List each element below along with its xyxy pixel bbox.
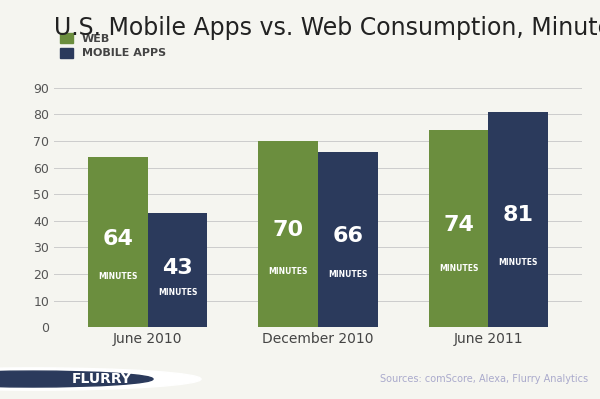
- Text: MINUTES: MINUTES: [499, 258, 538, 267]
- Text: U.S. Mobile Apps vs. Web Consumption, Minutes per Day: U.S. Mobile Apps vs. Web Consumption, Mi…: [54, 16, 600, 40]
- Bar: [88, 157, 148, 327]
- Text: 43: 43: [162, 258, 193, 278]
- Text: 81: 81: [503, 205, 533, 225]
- Bar: [488, 112, 548, 327]
- Text: MINUTES: MINUTES: [328, 270, 367, 279]
- Text: 66: 66: [332, 226, 364, 246]
- Bar: [148, 213, 207, 327]
- Text: MINUTES: MINUTES: [269, 267, 308, 276]
- Circle shape: [0, 368, 201, 390]
- Text: 64: 64: [103, 229, 133, 249]
- Text: MINUTES: MINUTES: [98, 272, 137, 280]
- Text: Sources: comScore, Alexa, Flurry Analytics: Sources: comScore, Alexa, Flurry Analyti…: [380, 374, 588, 384]
- Bar: [318, 152, 377, 327]
- Text: MINUTES: MINUTES: [439, 264, 478, 273]
- Text: FLURRY: FLURRY: [72, 372, 132, 386]
- Circle shape: [0, 371, 153, 387]
- Text: 74: 74: [443, 215, 474, 235]
- Text: MINUTES: MINUTES: [158, 288, 197, 297]
- Bar: [259, 141, 318, 327]
- Bar: [429, 130, 488, 327]
- Legend: WEB, MOBILE APPS: WEB, MOBILE APPS: [59, 34, 166, 58]
- Text: 70: 70: [272, 220, 304, 240]
